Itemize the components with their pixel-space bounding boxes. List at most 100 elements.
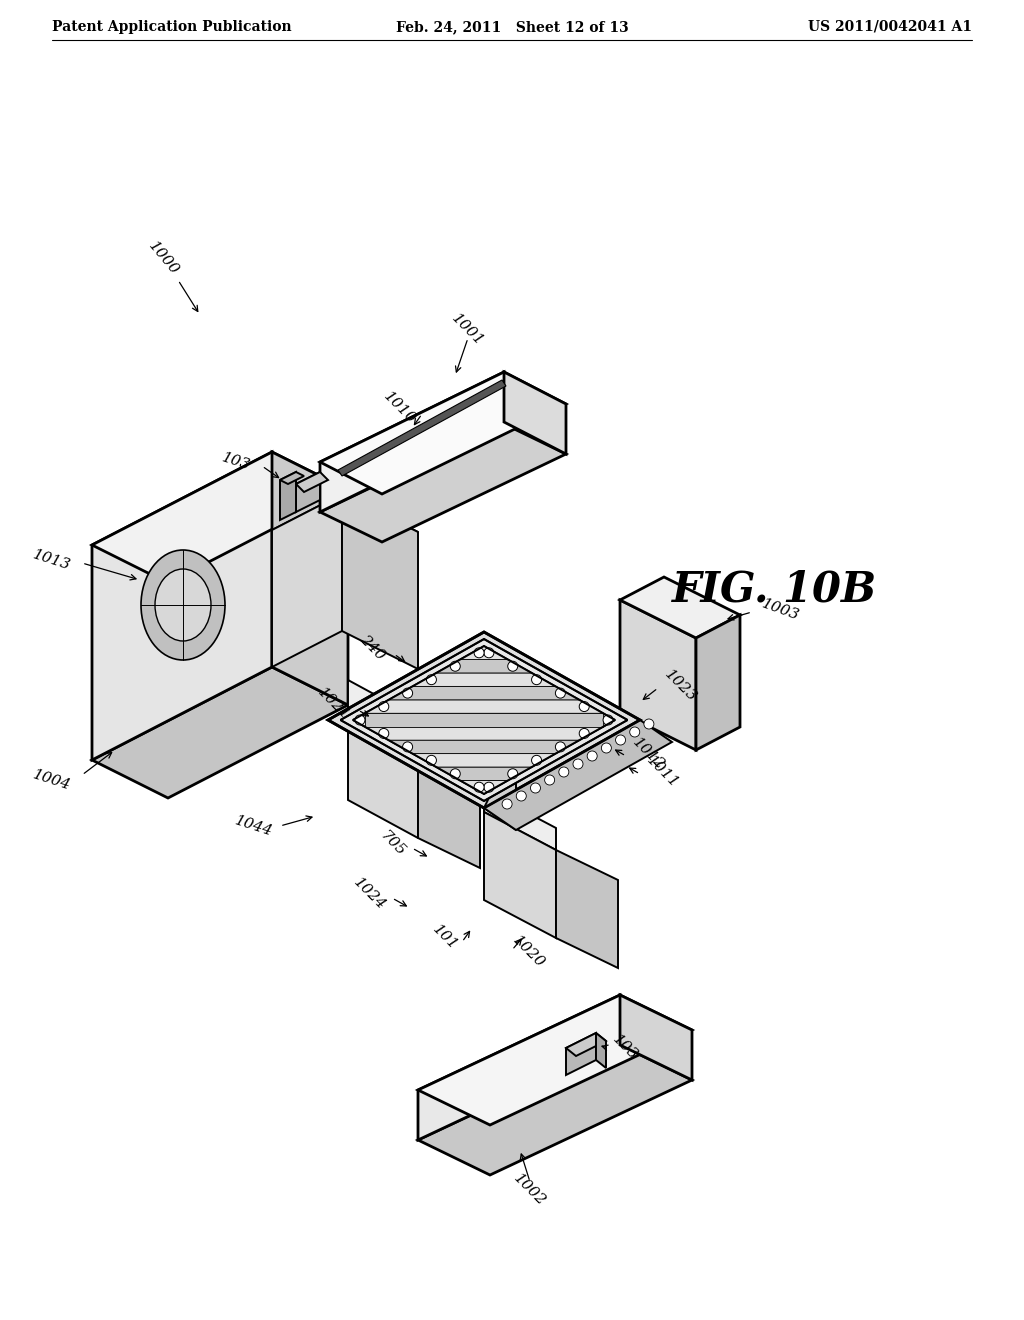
Ellipse shape [573,759,583,770]
Polygon shape [460,780,508,793]
Text: FIG. 10B: FIG. 10B [673,569,878,611]
Ellipse shape [531,675,542,685]
Polygon shape [353,645,615,793]
Text: 1024: 1024 [350,875,388,912]
Polygon shape [484,719,672,830]
Polygon shape [319,424,566,543]
Ellipse shape [601,743,611,752]
Polygon shape [92,667,348,799]
Polygon shape [418,995,692,1125]
Polygon shape [460,645,508,660]
Polygon shape [484,789,556,850]
Text: Patent Application Publication: Patent Application Publication [52,20,292,34]
Polygon shape [413,673,555,686]
Ellipse shape [355,715,365,725]
Polygon shape [620,995,692,1080]
Text: 1001: 1001 [450,312,486,348]
Polygon shape [418,995,620,1140]
Ellipse shape [426,675,436,685]
Text: 101: 101 [429,923,460,953]
Text: 1020: 1020 [510,933,548,970]
Text: 240: 240 [357,632,388,663]
Ellipse shape [155,569,211,642]
Ellipse shape [484,648,494,657]
Polygon shape [418,1045,692,1175]
Text: Feb. 24, 2011   Sheet 12 of 13: Feb. 24, 2011 Sheet 12 of 13 [395,20,629,34]
Polygon shape [436,767,531,780]
Ellipse shape [530,783,541,793]
Text: 1012: 1012 [630,735,668,772]
Ellipse shape [484,783,494,792]
Ellipse shape [451,661,460,672]
Ellipse shape [516,791,526,801]
Ellipse shape [474,648,484,657]
Ellipse shape [545,775,555,785]
Polygon shape [413,754,555,767]
Polygon shape [342,494,418,669]
Ellipse shape [379,701,389,711]
Polygon shape [365,713,603,727]
Polygon shape [280,473,304,484]
Ellipse shape [630,727,640,737]
Polygon shape [389,686,580,700]
Polygon shape [272,494,418,568]
Polygon shape [296,473,328,492]
Polygon shape [596,1034,606,1068]
Ellipse shape [555,742,565,752]
Polygon shape [296,473,319,512]
Polygon shape [348,680,418,758]
Text: US 2011/0042041 A1: US 2011/0042041 A1 [808,20,972,34]
Text: 1013: 1013 [31,548,72,573]
Ellipse shape [644,719,654,729]
Polygon shape [365,700,603,713]
Text: 1004: 1004 [31,767,72,793]
Text: 1023: 1023 [662,668,699,705]
Polygon shape [348,719,418,838]
Polygon shape [272,494,342,667]
Ellipse shape [141,550,225,660]
Text: 1044: 1044 [232,813,274,838]
Text: 1010: 1010 [381,389,418,426]
Ellipse shape [587,751,597,762]
Polygon shape [92,451,348,583]
Polygon shape [328,632,640,808]
Polygon shape [319,372,566,494]
Polygon shape [338,380,506,477]
Polygon shape [484,742,516,830]
Polygon shape [620,577,740,638]
Ellipse shape [451,768,460,779]
Polygon shape [504,372,566,454]
Ellipse shape [508,768,518,779]
Polygon shape [92,451,272,760]
Ellipse shape [559,767,568,777]
Polygon shape [272,451,348,705]
Polygon shape [620,601,696,750]
Ellipse shape [379,729,389,738]
Polygon shape [280,473,296,520]
Polygon shape [365,727,603,741]
Ellipse shape [474,783,484,792]
Polygon shape [696,615,740,750]
Ellipse shape [402,742,413,752]
Text: 1002: 1002 [511,1171,549,1209]
Polygon shape [484,812,556,939]
Ellipse shape [502,799,512,809]
Polygon shape [436,660,531,673]
Text: 1003: 1003 [760,597,802,623]
Ellipse shape [402,688,413,698]
Ellipse shape [580,729,589,738]
Polygon shape [418,758,480,869]
Text: 1000: 1000 [146,239,182,277]
Ellipse shape [426,755,436,766]
Polygon shape [566,1034,606,1056]
Text: 1011: 1011 [644,754,682,791]
Ellipse shape [615,735,626,744]
Text: 1021: 1021 [314,685,352,723]
Text: 705: 705 [378,829,408,859]
Polygon shape [389,741,580,754]
Polygon shape [566,1034,596,1074]
Ellipse shape [603,715,613,725]
Polygon shape [556,850,618,968]
Polygon shape [340,639,628,801]
Ellipse shape [580,701,589,711]
